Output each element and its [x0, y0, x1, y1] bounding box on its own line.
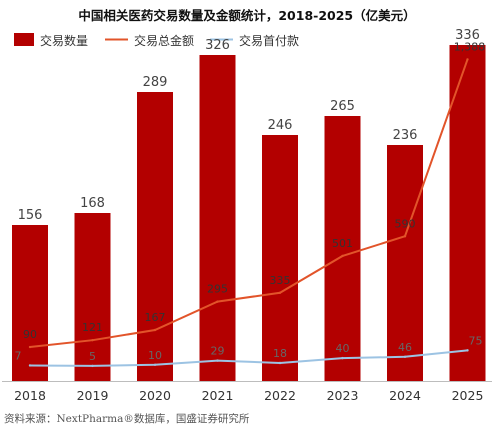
- amount-point-2018: [28, 345, 32, 349]
- amount-labels: 90 121 167 295 335 501 590 1,388: [23, 40, 485, 341]
- bar-label-2025: 336: [455, 28, 480, 43]
- bar-labels: 156 168 289 326 246 265 236 336: [18, 28, 480, 223]
- bar-label-2023: 265: [330, 99, 355, 114]
- x-tick-2019: 2019: [77, 388, 109, 403]
- x-tick-2022: 2022: [264, 388, 296, 403]
- bar-2025: [449, 45, 486, 381]
- bar-2024: [387, 145, 423, 381]
- bar-label-2024: 236: [393, 128, 418, 143]
- upfront-label-2021: 29: [211, 345, 225, 358]
- bar-label-2021: 326: [205, 38, 230, 53]
- upfront-point-2018: [28, 364, 32, 367]
- upfront-label-2025: 75: [469, 334, 483, 347]
- bar-2023: [324, 116, 361, 381]
- upfront-label-2023: 40: [336, 342, 350, 355]
- bar-2020: [137, 92, 173, 381]
- x-axis-tick-labels: 2018 2019 2020 2021 2022 2023 2024 2025: [14, 388, 483, 403]
- amount-label-2023: 501: [332, 237, 353, 250]
- upfront-line: [29, 349, 468, 367]
- x-tick-2023: 2023: [327, 388, 359, 403]
- legend-label-count: 交易数量: [40, 33, 88, 48]
- upfront-point-2020: [153, 363, 157, 366]
- amount-label-2021: 295: [207, 283, 228, 296]
- bar-label-2022: 246: [268, 118, 293, 133]
- upfront-label-2019: 5: [89, 350, 96, 363]
- bar-series: [12, 45, 486, 381]
- source-note: 资料来源：NextPharma®数据库，国盛证券研究所: [4, 412, 250, 425]
- amount-label-2022: 335: [270, 274, 291, 287]
- legend-label-amount: 交易总金额: [134, 33, 194, 48]
- legend: 交易数量 交易总金额 交易首付款: [14, 33, 299, 48]
- bar-2022: [262, 135, 298, 381]
- upfront-label-2018: 7: [15, 349, 22, 362]
- bar-2021: [199, 55, 236, 381]
- bar-label-2019: 168: [80, 196, 105, 211]
- amount-label-2018: 90: [23, 328, 37, 341]
- upfront-label-2020: 10: [148, 349, 162, 362]
- chart-title: 中国相关医药交易数量及金额统计，2018-2025（亿美元）: [78, 8, 415, 23]
- upfront-line-series: [28, 349, 469, 368]
- upfront-labels: 7 5 10 29 18 40 46 75: [15, 334, 483, 363]
- x-tick-2025: 2025: [452, 388, 484, 403]
- amount-point-2025: [466, 58, 469, 61]
- amount-point-2019: [91, 338, 94, 342]
- upfront-label-2024: 46: [398, 341, 412, 354]
- upfront-point-2021: [216, 359, 219, 362]
- amount-label-2024: 590: [395, 217, 416, 230]
- amount-point-2021: [216, 300, 219, 303]
- bar-label-2020: 289: [143, 75, 168, 90]
- amount-line: [29, 59, 469, 349]
- upfront-point-2024: [403, 355, 407, 359]
- amount-point-2020: [153, 328, 157, 332]
- upfront-point-2022: [278, 361, 282, 365]
- amount-label-2025: 1,388: [454, 40, 486, 53]
- bar-2019: [74, 213, 111, 381]
- amount-label-2019: 121: [82, 321, 103, 334]
- amount-line-series: [28, 58, 469, 349]
- amount-point-2024: [403, 235, 407, 238]
- legend-swatch-count: [14, 33, 34, 46]
- x-tick-2020: 2020: [139, 388, 171, 403]
- upfront-label-2022: 18: [273, 347, 287, 360]
- upfront-point-2023: [341, 356, 344, 360]
- x-tick-2021: 2021: [202, 388, 234, 403]
- upfront-point-2019: [91, 364, 94, 368]
- upfront-point-2025: [466, 349, 469, 352]
- bar-label-2018: 156: [18, 208, 43, 223]
- amount-point-2023: [341, 254, 344, 258]
- amount-label-2020: 167: [145, 311, 166, 324]
- legend-label-upfront: 交易首付款: [239, 33, 299, 48]
- bar-2018: [12, 225, 48, 381]
- x-tick-2018: 2018: [14, 388, 46, 403]
- amount-point-2022: [278, 291, 282, 294]
- x-tick-2024: 2024: [389, 388, 421, 403]
